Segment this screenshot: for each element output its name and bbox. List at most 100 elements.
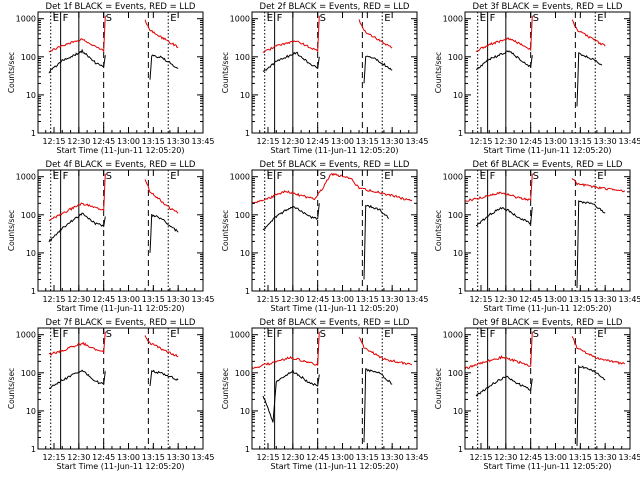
marker-label: F [277, 171, 283, 182]
marker-label: S [106, 171, 112, 182]
marker-label: E [384, 329, 390, 340]
y-tick-label: 1000 [443, 173, 463, 182]
x-tick-label: 13:30 [594, 295, 617, 304]
y-tick-label: 1000 [230, 15, 250, 24]
x-tick-label: 12:45 [92, 137, 115, 146]
marker-label: E [597, 171, 603, 182]
y-axis-label: Counts/sec [221, 368, 230, 409]
x-tick-label: 13:15 [569, 453, 592, 462]
panel-title: Det 4f BLACK = Events, RED = LLD [46, 160, 196, 170]
x-tick-label: 13:45 [405, 453, 428, 462]
y-tick-label: 10 [240, 249, 250, 258]
marker-label: S [320, 13, 326, 24]
x-tick-label: 13:30 [594, 453, 617, 462]
y-tick-label: 100 [235, 211, 250, 220]
y-tick-label: 10 [240, 407, 250, 416]
x-tick-label: 12:15 [42, 295, 65, 304]
marker-label: F [63, 13, 69, 24]
panel-title: Det 6f BLACK = Events, RED = LLD [473, 160, 623, 170]
events-series-line [150, 214, 178, 253]
y-tick-label: 100 [448, 211, 463, 220]
plot-frame [252, 170, 417, 291]
x-tick-label: 12:15 [42, 137, 65, 146]
marker-label: E [597, 13, 603, 24]
y-tick-label: 1 [458, 445, 463, 454]
marker-label: S [320, 329, 326, 340]
panel-4: Det 4f BLACK = Events, RED = LLDE F S E1101… [7, 160, 215, 313]
marker-label: F [490, 13, 496, 24]
plot-frame [465, 328, 630, 449]
x-tick-label: 12:30 [281, 453, 304, 462]
events-series-line [49, 213, 105, 242]
y-tick-label: 100 [235, 53, 250, 62]
x-tick-label: 13:30 [167, 453, 190, 462]
panel-title: Det 2f BLACK = Events, RED = LLD [260, 2, 410, 12]
events-series-line [364, 369, 392, 442]
marker-label: E [384, 13, 390, 24]
x-tick-label: 13:45 [405, 137, 428, 146]
y-axis-label: Counts/sec [434, 210, 443, 251]
x-tick-label: 13:15 [142, 295, 165, 304]
x-tick-label: 13:00 [544, 453, 567, 462]
panel-9: Det 9f BLACK = Events, RED = LLDE F S E1101… [434, 318, 640, 471]
x-axis-label: Start Time (11-Jun-11 12:05:20) [484, 462, 612, 471]
plot-frame [38, 170, 203, 291]
x-tick-label: 12:15 [256, 137, 279, 146]
panel-3: Det 3f BLACK = Events, RED = LLDE F S E1101… [434, 2, 640, 155]
y-tick-label: 1 [245, 129, 250, 138]
x-tick-label: 13:15 [142, 453, 165, 462]
x-tick-label: 13:15 [356, 137, 379, 146]
x-tick-label: 12:15 [469, 453, 492, 462]
panel-title: Det 3f BLACK = Events, RED = LLD [473, 2, 623, 12]
y-tick-label: 1 [458, 129, 463, 138]
y-axis-label: Counts/sec [434, 368, 443, 409]
panel-title: Det 5f BLACK = Events, RED = LLD [260, 160, 410, 170]
y-tick-label: 1 [245, 287, 250, 296]
x-tick-label: 12:45 [92, 295, 115, 304]
y-tick-label: 100 [235, 369, 250, 378]
x-tick-label: 12:15 [256, 453, 279, 462]
events-series-line [476, 376, 532, 396]
x-tick-label: 13:45 [191, 295, 214, 304]
y-tick-label: 100 [448, 53, 463, 62]
y-tick-label: 10 [453, 91, 463, 100]
x-tick-label: 13:00 [544, 137, 567, 146]
events-series-line [364, 205, 389, 279]
y-axis-label: Counts/sec [221, 210, 230, 251]
x-tick-label: 12:30 [494, 453, 517, 462]
y-tick-label: 1 [31, 129, 36, 138]
lld-series-line [465, 174, 532, 202]
y-tick-label: 1000 [443, 15, 463, 24]
y-axis-label: Counts/sec [7, 210, 16, 251]
panel-title: Det 8f BLACK = Events, RED = LLD [260, 318, 410, 328]
lld-series-line [252, 332, 319, 369]
x-tick-label: 13:00 [331, 453, 354, 462]
events-series-line [476, 207, 532, 226]
x-tick-label: 13:00 [544, 295, 567, 304]
x-tick-label: 12:30 [67, 453, 90, 462]
y-tick-label: 1 [31, 287, 36, 296]
x-tick-label: 12:45 [92, 453, 115, 462]
marker-label: E [170, 13, 176, 24]
events-series-line [577, 366, 605, 446]
marker-label: S [533, 329, 539, 340]
plot-frame [465, 12, 630, 133]
marker-label: E [170, 171, 176, 182]
panel-title: Det 1f BLACK = Events, RED = LLD [46, 2, 196, 12]
y-tick-label: 100 [21, 369, 36, 378]
y-axis-label: Counts/sec [434, 52, 443, 93]
x-tick-label: 13:15 [356, 295, 379, 304]
y-axis-label: Counts/sec [7, 368, 16, 409]
x-tick-label: 13:00 [117, 295, 140, 304]
marker-label: E [597, 329, 603, 340]
x-tick-label: 13:00 [117, 137, 140, 146]
y-tick-label: 10 [453, 407, 463, 416]
panel-8: Det 8f BLACK = Events, RED = LLDE F S E1101… [221, 318, 429, 471]
x-axis-label: Start Time (11-Jun-11 12:05:20) [484, 304, 612, 313]
events-series-line [150, 371, 178, 387]
lld-series-line [145, 179, 178, 213]
events-series-line [263, 203, 319, 230]
events-series-line [364, 56, 392, 83]
marker-label: F [277, 13, 283, 24]
lld-series-line [465, 332, 532, 369]
